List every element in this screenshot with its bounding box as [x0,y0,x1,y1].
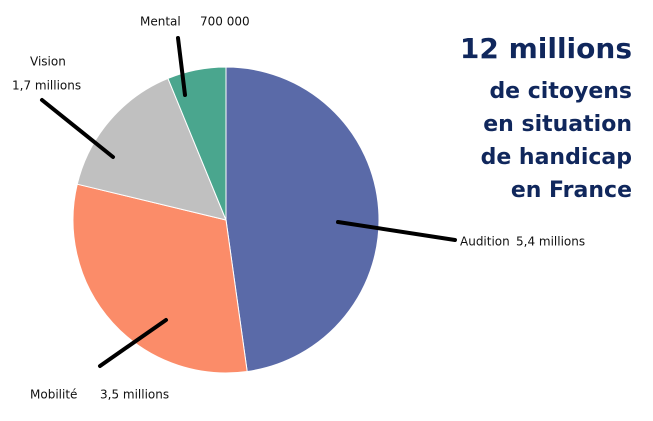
leader-line [176,36,187,97]
pie-slice [167,66,227,221]
value-label: 1,7 millions [12,79,81,93]
slice-label: Audition [460,235,510,249]
value-label: 3,5 millions [100,388,169,402]
pie-slice [72,183,248,374]
title-line: 12 millions [460,32,632,65]
slice-label: Mobilité [30,388,77,402]
value-label: 700 000 [200,15,250,29]
slice-label: Vision [30,55,66,69]
slice-label: Mental [140,15,181,29]
leader-line [98,318,168,368]
value-label: 5,4 millions [516,235,585,249]
leader-line [40,98,115,159]
title-line: en France [511,178,632,203]
pie-slice [225,66,380,373]
title-line: de citoyens [489,79,632,104]
title-line: de handicap [481,145,632,170]
title-line: en situation [483,112,632,137]
pie-slice [76,77,227,221]
leader-line [336,220,457,242]
pie [72,66,380,374]
